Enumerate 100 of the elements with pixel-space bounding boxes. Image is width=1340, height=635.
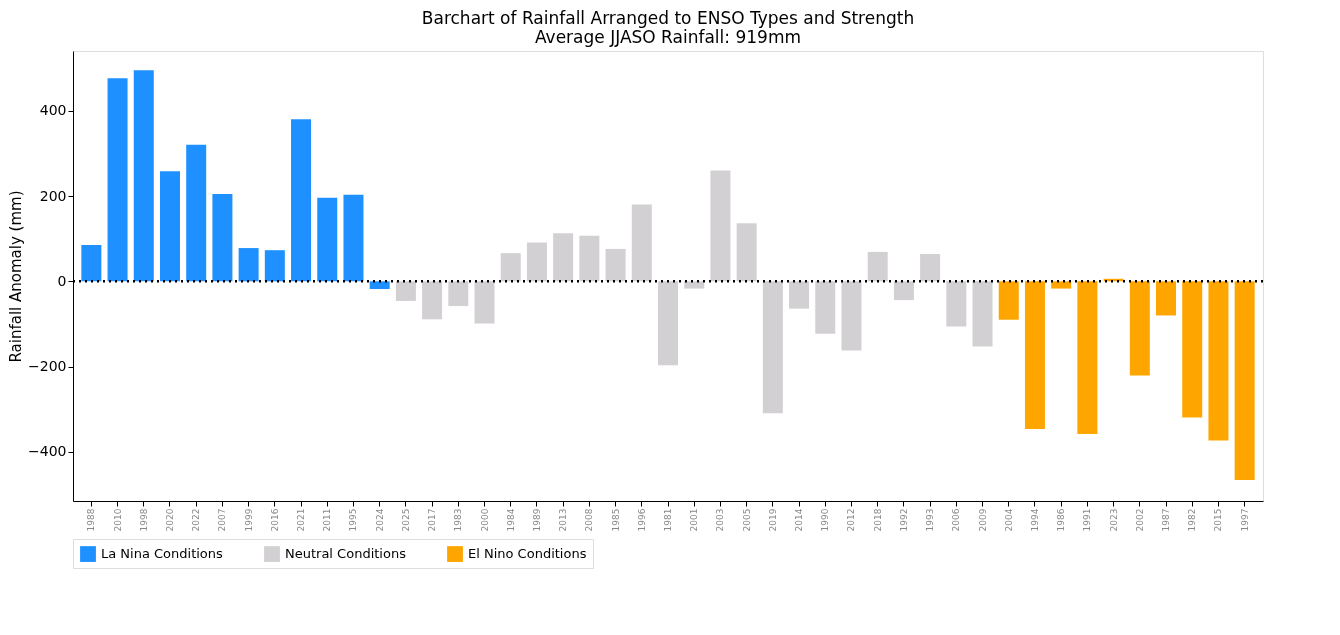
chart-subtitle: Average JJASO Rainfall: 919mm <box>534 27 802 47</box>
bar <box>133 70 154 282</box>
bar <box>815 281 836 334</box>
y-tick-label: −200 <box>28 358 67 375</box>
x-tick-label: 1981 <box>663 508 673 532</box>
x-tick-label: 2022 <box>191 508 202 532</box>
x-tick-label: 2023 <box>1108 508 1119 532</box>
bar <box>710 170 731 282</box>
x-tick-label: 1988 <box>86 508 97 532</box>
bar <box>159 171 180 282</box>
legend-label: La Nina Conditions <box>101 546 224 562</box>
bar <box>1129 281 1150 376</box>
x-tick-label: 1993 <box>925 508 936 532</box>
bar <box>264 250 285 282</box>
x-tick-label: 2016 <box>269 508 280 532</box>
bar <box>317 197 338 282</box>
bar <box>658 281 678 366</box>
bar <box>789 281 810 309</box>
bar <box>893 281 914 301</box>
x-tick-label: 1995 <box>348 508 359 532</box>
bar <box>1208 281 1229 441</box>
bar <box>736 223 757 282</box>
chart-title: Barchart of Rainfall Arranged to ENSO Types and Strength <box>421 8 915 28</box>
y-tick-label: −400 <box>28 443 67 460</box>
x-tick-label: 2019 <box>767 508 778 532</box>
x-tick-label: 2005 <box>741 508 752 532</box>
bar <box>1156 281 1177 316</box>
x-tick-label: 1986 <box>1056 508 1067 532</box>
bar <box>1182 281 1203 418</box>
bar <box>212 193 233 282</box>
bar <box>422 281 443 320</box>
x-tick-label: 2015 <box>1213 508 1224 532</box>
x-tick-label: 2021 <box>296 508 307 532</box>
bar <box>920 254 941 282</box>
bar <box>998 281 1019 320</box>
x-tick-label: 1997 <box>1239 508 1250 532</box>
bar <box>500 253 521 282</box>
y-tick-label: 200 <box>39 187 67 204</box>
x-tick-label: 1987 <box>1161 508 1172 532</box>
x-tick-label: 2025 <box>400 508 411 532</box>
bar <box>605 248 626 282</box>
bar <box>867 251 888 282</box>
x-tick-label: 2018 <box>872 508 883 532</box>
bar <box>291 119 312 282</box>
bar <box>238 248 259 282</box>
x-tick-label: 2000 <box>479 508 490 532</box>
x-tick-label: 2006 <box>951 508 962 532</box>
x-tick-label: 2011 <box>322 508 333 532</box>
bar <box>1051 281 1072 289</box>
bar <box>553 233 574 282</box>
x-tick-label: 2008 <box>584 508 595 532</box>
y-tick-label: 0 <box>57 272 67 289</box>
x-tick-label: 2007 <box>217 508 228 532</box>
legend-label: Neutral Conditions <box>285 546 407 562</box>
x-tick-label: 2009 <box>977 508 988 532</box>
x-tick-label: 1985 <box>610 508 621 532</box>
bar <box>81 245 102 282</box>
x-tick-label: 1992 <box>898 508 909 532</box>
bar <box>1234 281 1255 481</box>
bar <box>186 144 207 282</box>
bar <box>369 281 390 290</box>
x-tick-label: 1984 <box>505 508 516 532</box>
x-tick-label: 1998 <box>138 508 149 532</box>
x-tick-label: 2013 <box>558 508 569 532</box>
x-tick-label: 2001 <box>689 508 700 532</box>
x-tick-label: 1994 <box>1029 508 1040 532</box>
bar <box>631 204 652 282</box>
x-tick-label: 2020 <box>164 508 175 532</box>
x-tick-label: 1991 <box>1082 508 1093 532</box>
x-tick-label: 2010 <box>112 508 123 532</box>
x-tick-label: 2004 <box>1003 508 1014 532</box>
bar <box>343 194 364 282</box>
x-tick-label: 2017 <box>427 508 438 532</box>
x-tick-label: 2012 <box>846 508 857 532</box>
bar <box>684 281 705 289</box>
x-tick-label: 1990 <box>820 508 831 532</box>
x-tick-label: 2014 <box>794 508 805 532</box>
x-tick-label: 2002 <box>1134 508 1145 532</box>
bar <box>972 281 993 347</box>
y-tick-label: 400 <box>39 102 67 119</box>
y-axis-title: Rainfall Anomaly (mm) <box>7 190 26 363</box>
bar <box>579 235 600 282</box>
bar <box>395 281 416 301</box>
legend-label: El Nino Conditions <box>468 546 587 562</box>
bar <box>448 281 469 307</box>
x-tick-label: 1982 <box>1187 508 1198 532</box>
x-tick-label: 2024 <box>374 508 385 532</box>
x-tick-label: 1999 <box>243 508 254 532</box>
bar <box>762 281 783 414</box>
x-tick-label: 2003 <box>715 508 726 532</box>
bar <box>107 78 128 282</box>
bar <box>946 281 967 327</box>
x-tick-label: 1996 <box>636 508 647 532</box>
bar <box>841 281 862 351</box>
bar <box>1077 281 1098 435</box>
x-tick-label: 1989 <box>531 508 542 532</box>
x-tick-label: 1983 <box>453 508 464 532</box>
bar <box>474 281 495 324</box>
bar <box>526 242 547 282</box>
bar <box>1024 281 1045 429</box>
